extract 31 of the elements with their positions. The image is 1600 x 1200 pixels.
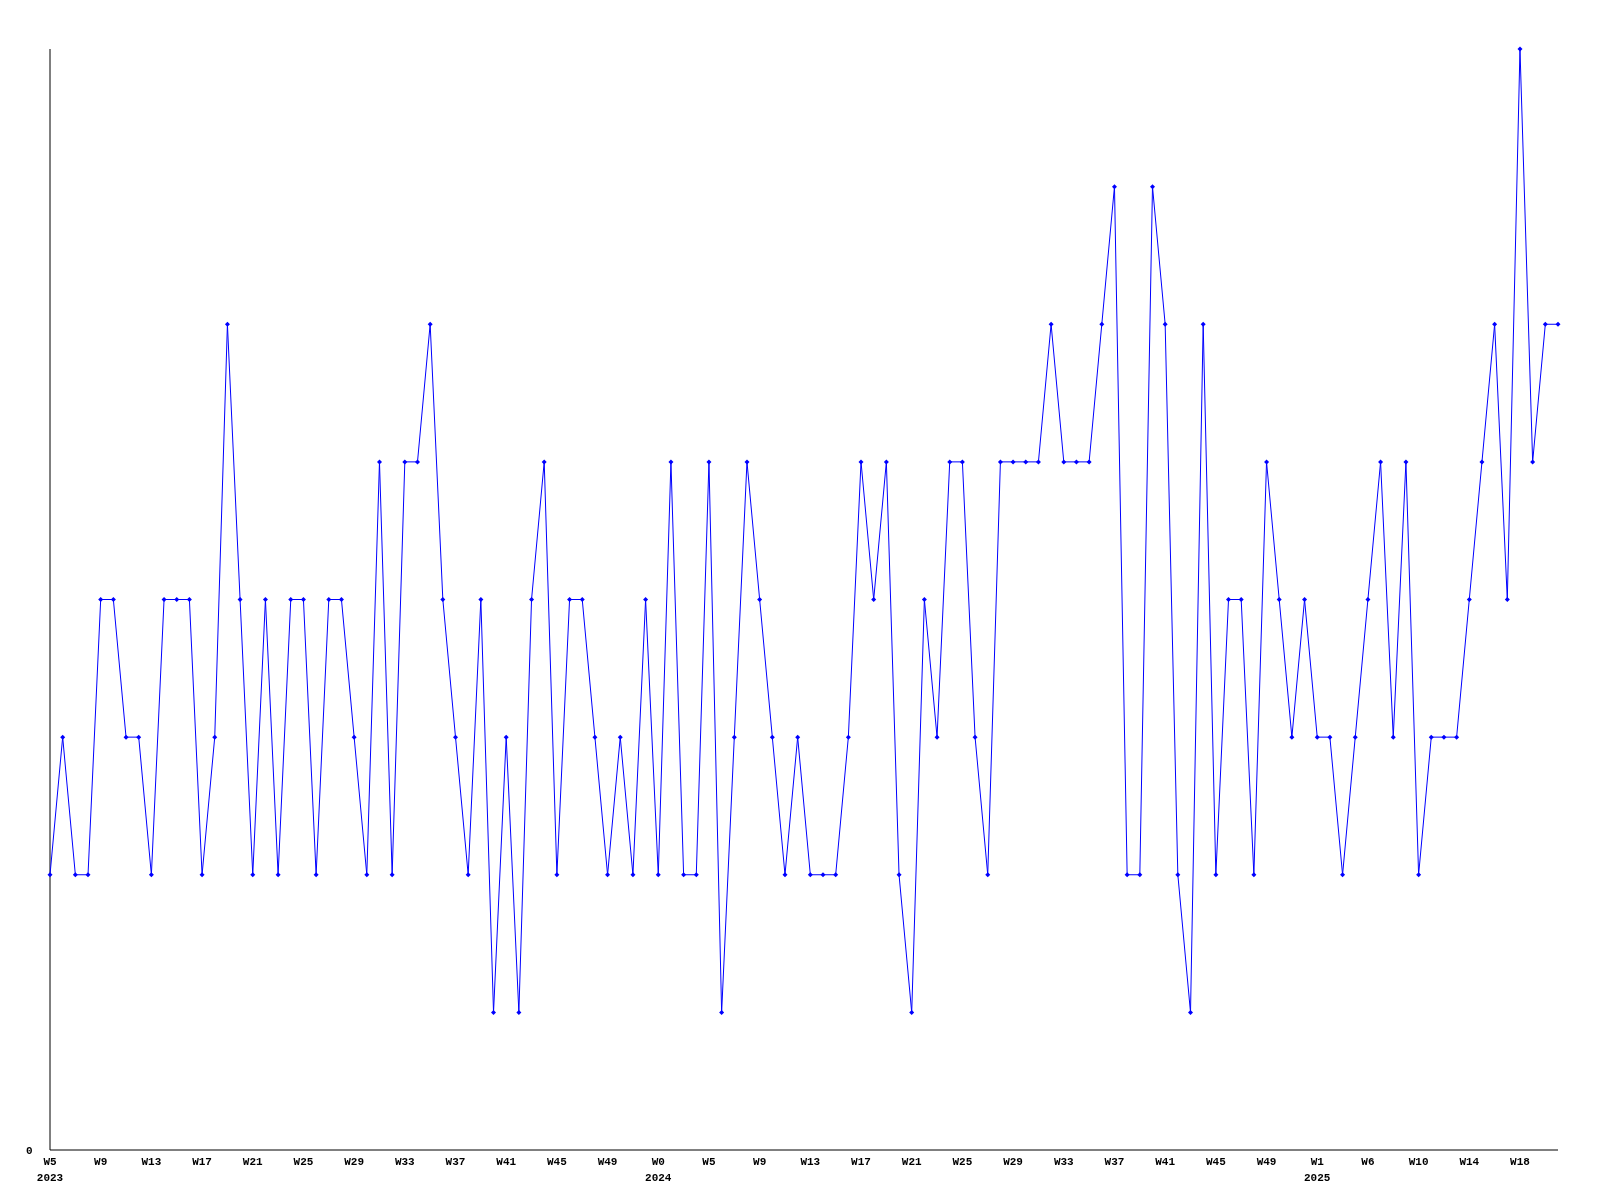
x-tick-label: W17	[192, 1156, 212, 1168]
x-tick-label: W45	[1205, 1156, 1227, 1168]
x-tick-label: W0 2024	[645, 1156, 672, 1184]
x-tick-label: W9	[753, 1156, 767, 1168]
x-tick-label: W5 2023	[36, 1156, 64, 1184]
x-tick-label: W37	[1104, 1156, 1125, 1168]
x-tick-label: W5	[702, 1156, 716, 1168]
x-tick-label: W6	[1361, 1156, 1375, 1168]
x-tick-label: W29	[1003, 1156, 1023, 1168]
x-tick-label: W13	[800, 1156, 821, 1168]
x-tick-label: W1 2025	[1304, 1156, 1331, 1184]
x-tick-label: W21	[901, 1156, 923, 1168]
x-tick-label: W9	[94, 1156, 108, 1168]
x-tick-label: W17	[851, 1156, 871, 1168]
x-tick-label: W18	[1510, 1156, 1531, 1168]
x-tick-label: W33	[1053, 1156, 1075, 1168]
x-tick-label: W49	[1256, 1156, 1277, 1168]
x-tick-label: W41	[496, 1156, 517, 1168]
x-tick-label: W49	[597, 1156, 618, 1168]
x-tick-label: W29	[344, 1156, 365, 1168]
x-tick-label: W45	[546, 1156, 568, 1168]
x-tick-label: W13	[141, 1156, 162, 1168]
text: 0	[26, 1145, 33, 1157]
x-tick-label: W25	[293, 1156, 314, 1168]
x-tick-label: W25	[952, 1156, 973, 1168]
x-tick-label: W10	[1408, 1156, 1429, 1168]
x-tick-label: W14	[1459, 1156, 1480, 1168]
x-tick-label: W41	[1155, 1156, 1176, 1168]
x-tick-label: W37	[445, 1156, 466, 1168]
x-tick-label: W33	[394, 1156, 416, 1168]
x-tick-label: W21	[242, 1156, 264, 1168]
